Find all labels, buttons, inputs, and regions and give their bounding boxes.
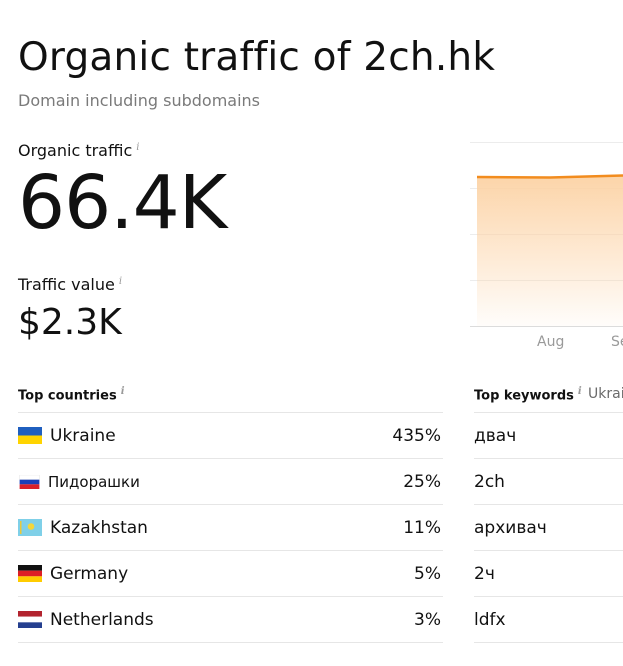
- country-row[interactable]: Netherlands 3%: [18, 596, 443, 643]
- keyword-row[interactable]: архивач: [474, 504, 623, 550]
- keyword-row[interactable]: ldfx: [474, 596, 623, 643]
- chart-line: [476, 174, 623, 179]
- keyword-text: 2ч: [474, 563, 495, 584]
- top-countries-heading: Top countries i: [18, 386, 125, 403]
- country-name: Netherlands: [50, 609, 154, 630]
- keyword-text: 2ch: [474, 471, 505, 492]
- top-countries-heading-text: Top countries: [18, 388, 117, 404]
- top-keywords-list: двач 2ch архивач 2ч ldfx: [474, 412, 623, 643]
- country-share: 435%: [392, 425, 441, 446]
- info-icon[interactable]: i: [120, 386, 125, 397]
- country-row[interactable]: Ukraine 435%: [18, 412, 443, 458]
- country-share: 3%: [414, 609, 441, 630]
- keyword-row[interactable]: 2ch: [474, 458, 623, 504]
- traffic-value-label-text: Traffic value: [18, 275, 115, 294]
- organic-traffic-label: Organic traffic i: [18, 141, 139, 160]
- info-icon[interactable]: i: [136, 141, 140, 153]
- top-keywords-heading-text: Top keywords: [474, 388, 574, 404]
- country-name: Kazakhstan: [50, 517, 148, 538]
- organic-traffic-label-text: Organic traffic: [18, 141, 133, 160]
- country-share: 25%: [403, 471, 441, 492]
- page-subtitle: Domain including subdomains: [18, 91, 261, 110]
- keyword-row[interactable]: двач: [474, 412, 623, 458]
- germany-flag-icon: [18, 565, 42, 582]
- organic-traffic-value: 66.4K: [18, 160, 227, 246]
- russia-flag-icon: [19, 474, 40, 489]
- keyword-text: ldfx: [474, 609, 506, 630]
- info-icon[interactable]: i: [577, 386, 582, 397]
- page-title: Organic traffic of 2ch.hk: [18, 35, 496, 80]
- country-name: Germany: [50, 563, 129, 584]
- keywords-country-tab[interactable]: Ukrai: [588, 386, 623, 402]
- country-row[interactable]: Kazakhstan 11%: [18, 504, 443, 550]
- x-tick-label: Aug: [537, 334, 565, 350]
- keyword-text: архивач: [474, 517, 547, 538]
- traffic-value-label: Traffic value i: [18, 275, 122, 294]
- info-icon[interactable]: i: [118, 275, 123, 287]
- traffic-value-amount: $2.3K: [18, 302, 122, 343]
- top-keywords-heading: Top keywords i: [474, 386, 582, 403]
- netherlands-flag-icon: [18, 611, 42, 628]
- country-name: Пидорашки: [48, 472, 140, 491]
- country-row[interactable]: Пидорашки 25%: [18, 458, 443, 504]
- keyword-text: двач: [474, 425, 517, 446]
- keyword-row[interactable]: 2ч: [474, 550, 623, 596]
- top-countries-list: Ukraine 435% Пидорашки 25% Kazakhstan 11…: [18, 412, 443, 643]
- traffic-chart[interactable]: [470, 142, 623, 332]
- traffic-chart-svg: [470, 142, 623, 327]
- kazakhstan-flag-icon: [18, 519, 42, 536]
- country-name: Ukraine: [50, 425, 116, 446]
- country-row[interactable]: Germany 5%: [18, 550, 443, 596]
- ukraine-flag-icon: [18, 427, 42, 444]
- chart-area: [477, 175, 623, 326]
- country-share: 5%: [414, 563, 441, 584]
- country-share: 11%: [403, 517, 441, 538]
- x-tick-label: Se: [611, 334, 623, 350]
